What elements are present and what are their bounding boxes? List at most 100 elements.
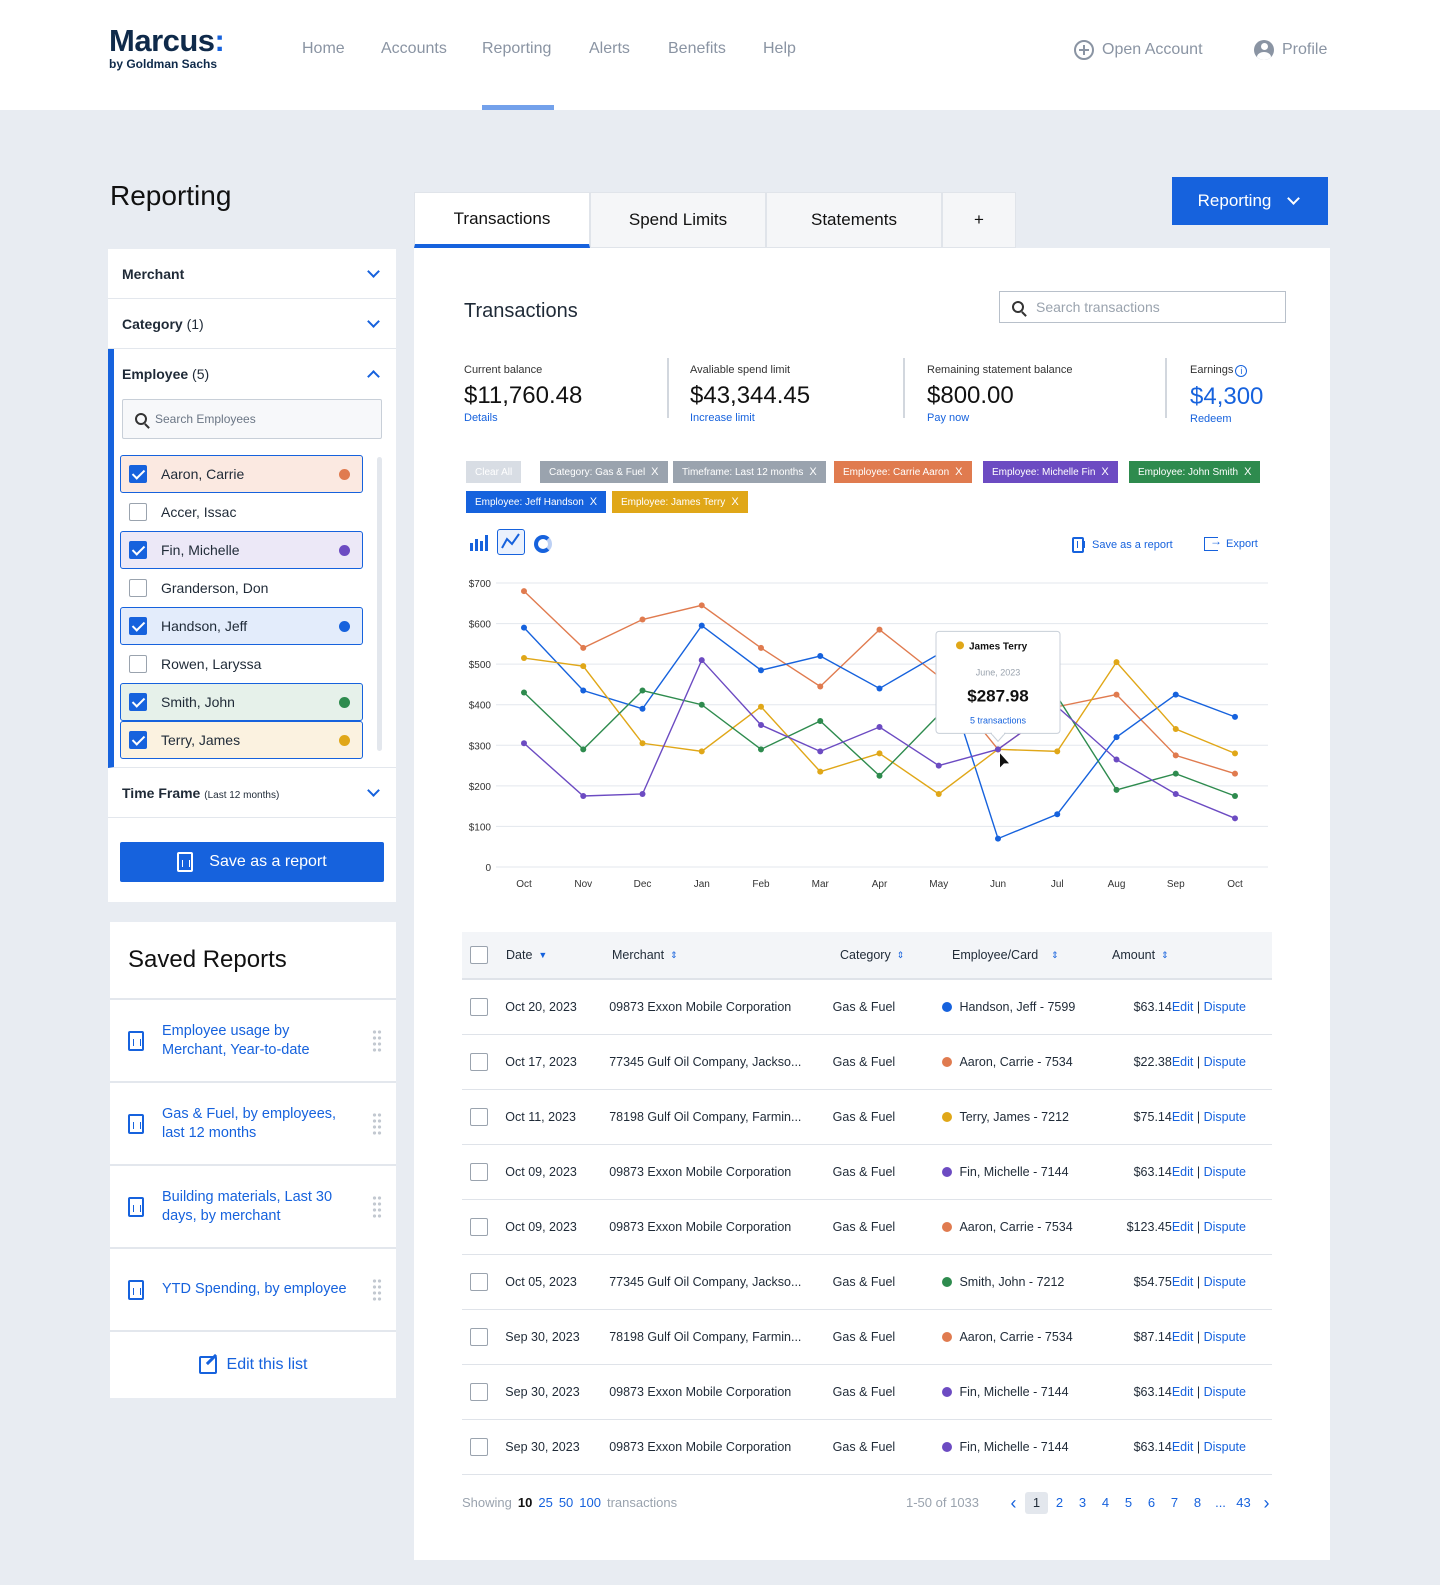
remove-chip-icon[interactable]: X <box>731 496 739 508</box>
remove-chip-icon[interactable]: X <box>589 496 598 508</box>
row-checkbox[interactable] <box>470 1328 488 1346</box>
edit-link[interactable]: Edit <box>1171 1330 1194 1344</box>
tab-statements[interactable]: Statements <box>766 192 942 248</box>
edit-link[interactable]: Edit <box>1171 1440 1194 1454</box>
employee-checkbox[interactable] <box>129 693 147 711</box>
tooltip-link[interactable]: 5 transactions <box>970 715 1027 725</box>
nav-home[interactable]: Home <box>302 40 345 57</box>
dispute-link[interactable]: Dispute <box>1203 1385 1246 1399</box>
edit-link[interactable]: Edit <box>1171 1220 1194 1234</box>
employee-checkbox[interactable] <box>129 541 147 559</box>
filter-employee[interactable]: Employee (5) <box>114 349 396 399</box>
next-page-icon[interactable]: › <box>1263 1493 1270 1513</box>
page-size-option[interactable]: 100 <box>579 1495 601 1510</box>
nav-accounts[interactable]: Accounts <box>381 40 447 57</box>
filter-chip[interactable]: Employee: James Terry X <box>612 491 748 513</box>
amount-column-header[interactable]: Amount ⇕ <box>1112 948 1186 962</box>
employee-checkbox[interactable] <box>129 731 147 749</box>
page-number[interactable]: 43 <box>1236 1495 1251 1510</box>
employee-search-input[interactable]: Search Employees <box>122 399 382 439</box>
row-checkbox[interactable] <box>470 1163 488 1181</box>
remove-chip-icon[interactable]: X <box>651 466 659 478</box>
open-account-button[interactable]: Open Account <box>1074 40 1203 60</box>
row-checkbox[interactable] <box>470 1053 488 1071</box>
clear-all-chip[interactable]: Clear All <box>466 461 522 483</box>
employee-checkbox[interactable] <box>129 465 147 483</box>
info-icon[interactable]: i <box>1235 365 1248 377</box>
tab-spend-limits[interactable]: Spend Limits <box>590 192 766 248</box>
edit-link[interactable]: Edit <box>1171 1055 1194 1069</box>
dispute-link[interactable]: Dispute <box>1203 1330 1246 1344</box>
export-button[interactable]: Export <box>1204 534 1258 551</box>
filter-category[interactable]: Category (1) <box>108 299 396 349</box>
dispute-link[interactable]: Dispute <box>1203 1110 1246 1124</box>
employee-list-scrollbar[interactable] <box>377 457 382 751</box>
increase-limit-link[interactable]: Increase limit <box>690 412 755 424</box>
row-checkbox[interactable] <box>470 1438 488 1456</box>
filter-chip[interactable]: Employee: John Smith X <box>1129 461 1261 483</box>
pay-now-link[interactable]: Pay now <box>927 412 970 424</box>
filter-chip[interactable]: Timeframe: Last 12 months X <box>673 461 826 483</box>
dispute-link[interactable]: Dispute <box>1203 1165 1246 1179</box>
employee-option[interactable]: Fin, Michelle <box>120 531 363 569</box>
employee-checkbox[interactable] <box>129 617 147 635</box>
donut-chart-toggle-icon[interactable] <box>534 535 552 553</box>
filter-chip[interactable]: Category: Gas & Fuel X <box>540 461 668 483</box>
drag-handle-icon[interactable] <box>372 1194 382 1219</box>
remove-chip-icon[interactable]: X <box>1244 466 1252 478</box>
dispute-link[interactable]: Dispute <box>1203 1220 1246 1234</box>
nav-help[interactable]: Help <box>763 40 796 57</box>
page-size-option[interactable]: 25 <box>538 1495 553 1510</box>
dispute-link[interactable]: Dispute <box>1203 1055 1246 1069</box>
edit-link[interactable]: Edit <box>1171 1000 1194 1014</box>
category-column-header[interactable]: Category ⇕ <box>840 948 952 962</box>
row-checkbox[interactable] <box>470 1273 488 1291</box>
tab-transactions[interactable]: Transactions <box>414 192 590 248</box>
page-number[interactable]: 1 <box>1025 1492 1048 1514</box>
drag-handle-icon[interactable] <box>372 1028 382 1053</box>
filter-time-frame[interactable]: Time Frame (Last 12 months) <box>108 768 396 818</box>
employee-option[interactable]: Aaron, Carrie <box>120 455 363 493</box>
employee-checkbox[interactable] <box>129 655 147 673</box>
drag-handle-icon[interactable] <box>372 1277 382 1302</box>
profile-button[interactable]: Profile <box>1254 40 1327 60</box>
saved-report-link[interactable]: Employee usage by Merchant, Year-to-date <box>162 1022 310 1058</box>
bar-chart-toggle-icon[interactable] <box>470 533 488 551</box>
saved-report-item[interactable]: Employee usage by Merchant, Year-to-date <box>110 1000 396 1083</box>
row-checkbox[interactable] <box>470 1383 488 1401</box>
page-number[interactable]: 2 <box>1055 1495 1064 1510</box>
details-link[interactable]: Details <box>464 412 498 424</box>
nav-reporting[interactable]: Reporting <box>482 40 552 57</box>
saved-report-item[interactable]: Gas & Fuel, by employees, last 12 months <box>110 1083 396 1166</box>
row-checkbox[interactable] <box>470 998 488 1016</box>
employee-checkbox[interactable] <box>129 579 147 597</box>
filter-merchant[interactable]: Merchant <box>108 249 396 299</box>
page-number[interactable]: 3 <box>1078 1495 1087 1510</box>
drag-handle-icon[interactable] <box>372 1111 382 1136</box>
select-all-checkbox[interactable] <box>470 946 488 964</box>
tab-add[interactable]: + <box>942 192 1016 248</box>
saved-report-link[interactable]: Gas & Fuel, by employees, last 12 months <box>162 1105 337 1141</box>
page-size-option[interactable]: 10 <box>517 1495 533 1510</box>
dispute-link[interactable]: Dispute <box>1203 1440 1246 1454</box>
reporting-dropdown-button[interactable]: Reporting <box>1172 177 1328 225</box>
nav-benefits[interactable]: Benefits <box>668 40 726 57</box>
employee-option[interactable]: Rowen, Laryssa <box>120 645 363 683</box>
edit-link[interactable]: Edit <box>1171 1110 1194 1124</box>
filter-chip[interactable]: Employee: Carrie Aaron X <box>834 461 972 483</box>
page-size-option[interactable]: 50 <box>558 1495 574 1510</box>
search-transactions-input[interactable]: Search transactions <box>999 291 1286 323</box>
row-checkbox[interactable] <box>470 1218 488 1236</box>
page-number[interactable]: 4 <box>1101 1495 1110 1510</box>
remove-chip-icon[interactable]: X <box>809 466 817 478</box>
marcus-logo[interactable]: Marcus: by Goldman Sachs <box>109 25 225 71</box>
page-number[interactable]: 6 <box>1147 1495 1156 1510</box>
merchant-column-header[interactable]: Merchant ⇕ <box>612 948 840 962</box>
edit-link[interactable]: Edit <box>1171 1385 1194 1399</box>
edit-list-button[interactable]: Edit this list <box>110 1332 396 1398</box>
dispute-link[interactable]: Dispute <box>1203 1000 1246 1014</box>
employee-option[interactable]: Smith, John <box>120 683 363 721</box>
saved-report-item[interactable]: Building materials, Last 30 days, by mer… <box>110 1166 396 1249</box>
page-number[interactable]: 8 <box>1193 1495 1202 1510</box>
edit-link[interactable]: Edit <box>1171 1275 1194 1289</box>
